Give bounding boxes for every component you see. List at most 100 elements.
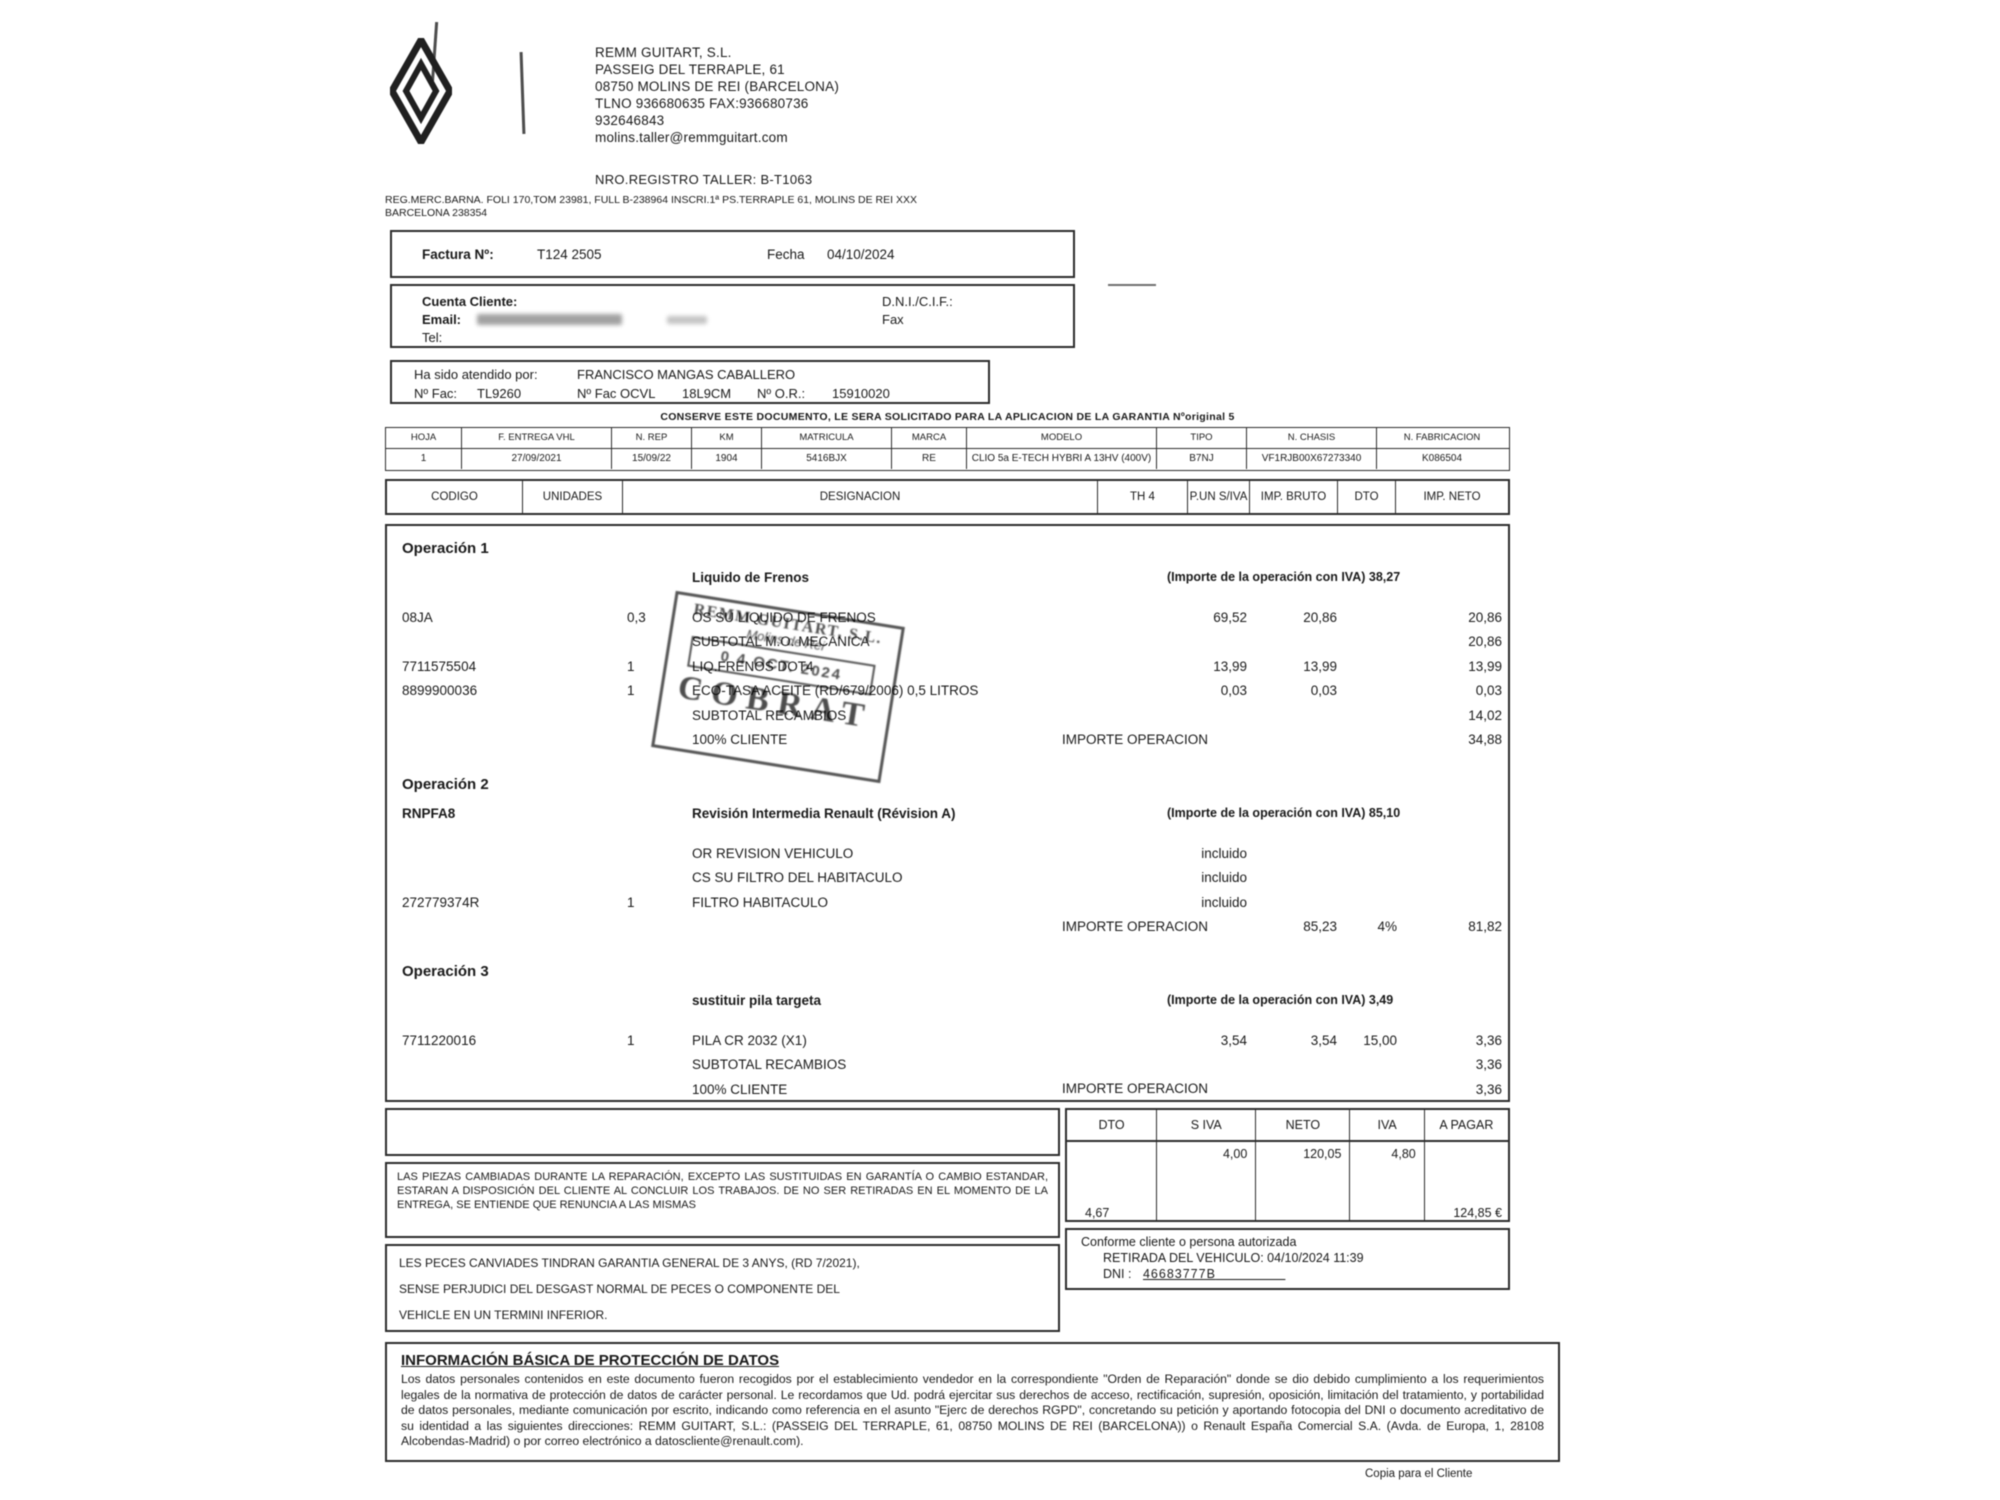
totals-discount-total: 4,67 [1085, 1206, 1110, 1220]
item-designation: OR REVISION VEHICULO [692, 845, 854, 861]
workshop-registry-number: NRO.REGISTRO TALLER: B-T1063 [595, 172, 813, 187]
vehicle-header-cell: N. FABRICACION [1376, 428, 1507, 448]
mercantile-registry-text: REG.MERC.BARNA. FOLI 170,TOM 23981, FULL… [385, 194, 917, 219]
item-units: 1 [627, 658, 635, 674]
items-header-cell: UNIDADES [522, 481, 622, 513]
item-designation: ECO-TASA ACEITE (RD/679/2006) 0,5 LITROS [692, 683, 979, 699]
operation-heading: Operación 3 [402, 963, 489, 980]
item-net-amount: 20,86 [1468, 609, 1502, 625]
vehicle-header-cell: TIPO [1156, 428, 1246, 448]
customer-conformity-box: Conforme cliente o persona autorizada RE… [1065, 1228, 1510, 1290]
totals-header-row: DTO S IVA NETO IVA A PAGAR [1067, 1110, 1508, 1142]
item-unit-price: incluido [1201, 870, 1247, 886]
vehicle-data-cell: K086504 [1376, 449, 1507, 469]
nfac-ocvl-value: 18L9CM [682, 386, 732, 401]
line-item-row: OR REVISION VEHICULO incluido [387, 841, 1508, 866]
vehicle-data-cell: 1904 [691, 449, 761, 469]
item-gross-amount: 20,86 [1303, 609, 1337, 625]
client-account-label: Cuenta Cliente: [422, 294, 518, 309]
company-phone: TLNO 936680635 FAX:936680736 [595, 96, 809, 111]
item-units: 1 [627, 683, 635, 699]
client-fax-label: Fax [882, 312, 904, 327]
signature-line [1216, 1267, 1285, 1281]
totals-header-cell: DTO [1098, 1118, 1125, 1132]
item-net-amount: 34,88 [1468, 732, 1502, 748]
vehicle-data-cell: 27/09/2021 [461, 449, 611, 469]
redacted-client-detail [667, 316, 707, 324]
warranty-line: LES PECES CANVIADES TINDRAN GARANTIA GEN… [399, 1256, 860, 1270]
totals-value-cell: 120,05 [1255, 1142, 1349, 1222]
line-item-row: 100% CLIENTE 3,36 IMPORTE OPERACION [387, 1077, 1508, 1102]
keep-document-notice: CONSERVE ESTE DOCUMENTO, LE SERA SOLICIT… [660, 411, 1235, 423]
attended-by-label: Ha sido atendido por: [414, 367, 538, 382]
item-gross-amount: 13,99 [1303, 658, 1337, 674]
item-units: 1 [627, 894, 635, 910]
empty-notes-box [385, 1108, 1060, 1156]
line-items-header: CODIGO UNIDADES DESIGNACION TH 4 P.UN S/IVA I… [385, 479, 1510, 515]
handwritten-dash-mark [1108, 284, 1156, 286]
vehicle-data-cell: CLIO 5a E-TECH HYBRI A 13HV (400V) [966, 449, 1156, 469]
vehicle-table-header-row: HOJA F. ENTREGA VHL N. REP KM MATRICULA MARCA… [386, 428, 1509, 449]
item-unit-price: 13,99 [1213, 658, 1247, 674]
line-item-row: 272779374R 1 FILTRO HABITACULO incluido [387, 890, 1508, 915]
item-gross-amount: 3,54 [1310, 1032, 1337, 1048]
vehicle-table-data-row: 1 27/09/2021 15/09/22 1904 5416BJX RE CLIO 5a … [386, 449, 1509, 469]
operation-title-row: Liquido de Frenos (Importe de la operació… [387, 570, 1508, 590]
item-designation: 100% CLIENTE [692, 732, 788, 748]
company-phone2: 932646843 [595, 113, 665, 128]
company-name: REMM GUITART, S.L. [595, 45, 732, 60]
invoice-number-box: Factura Nº: T124 2505 Fecha 04/10/2024 [390, 230, 1075, 278]
item-unit-price: incluido [1201, 845, 1247, 861]
operation-title: Revisión Intermedia Renault (Révision A) [692, 806, 956, 821]
invoice-number-label: Factura Nº: [422, 247, 494, 262]
item-code: 8899900036 [402, 683, 478, 699]
scan-artifact-mark [519, 51, 526, 135]
item-designation: SUBTOTAL RECAMBIOS [692, 1057, 847, 1073]
vehicle-data-cell: 1 [420, 453, 427, 464]
totals-value-cell [1423, 1142, 1508, 1222]
vehicle-data-cell: RE [891, 449, 966, 469]
operation-title: Liquido de Frenos [692, 570, 809, 585]
vehicle-pickup-line: RETIRADA DEL VEHICULO: 04/10/2024 11:39 [1103, 1251, 1364, 1265]
item-code: 08JA [402, 609, 433, 625]
totals-value-cell: 4,80 [1349, 1142, 1423, 1222]
vehicle-header-cell: HOJA [410, 432, 437, 443]
data-protection-box: INFORMACIÓN BÁSICA DE PROTECCIÓN DE DATO… [385, 1342, 1560, 1462]
item-gross-amount: 0,03 [1310, 683, 1337, 699]
operation-rows: 08JA 0,3 OS SU LIQUIDO DE FRENOS 69,52 20,86… [387, 605, 1508, 752]
item-designation: 100% CLIENTE [692, 1081, 788, 1097]
item-net-amount: 3,36 [1475, 1081, 1502, 1097]
operation-title-row: RNPFA8 Revisión Intermedia Renault (Révis… [387, 806, 1508, 826]
line-item-row: SUBTOTAL RECAMBIOS 14,02 [387, 703, 1508, 728]
item-net-amount: 14,02 [1468, 707, 1502, 723]
items-header-cell: DTO [1337, 481, 1395, 513]
operation-title: sustituir pila targeta [692, 993, 822, 1008]
copy-for-client-label: Copia para el Cliente [1365, 1468, 1473, 1480]
company-address-block: REMM GUITART, S.L. PASSEIG DEL TERRAPLE,… [595, 44, 839, 146]
totals-header-cell: A PAGAR [1423, 1110, 1508, 1140]
item-unit-price: 69,52 [1213, 609, 1247, 625]
item-unit-price: 3,54 [1220, 1032, 1247, 1048]
importe-operacion-label: IMPORTE OPERACION [1062, 1081, 1209, 1096]
item-units: 0,3 [627, 609, 646, 625]
vehicle-header-cell: F. ENTREGA VHL [461, 428, 611, 448]
item-code: 272779374R [402, 894, 480, 910]
totals-header-cell: NETO [1255, 1110, 1349, 1140]
line-item-row: 85,23 4% 81,82 IMPORTE OPERACION [387, 915, 1508, 940]
nfac-value: TL9260 [477, 386, 522, 401]
item-designation: LIQ.FRENOS DOT4 [692, 658, 814, 674]
warranty-line: SENSE PERJUDICI DEL DESGAST NORMAL DE PE… [399, 1282, 840, 1296]
totals-header-cell: IVA [1349, 1110, 1423, 1140]
items-header-cell: IMP. NETO [1395, 481, 1508, 513]
item-unit-price: 0,03 [1220, 683, 1247, 699]
client-dni-label: D.N.I./C.I.F.: [882, 294, 953, 309]
item-code: 7711575504 [402, 658, 477, 674]
vehicle-data-cell: VF1RJB00X67273340 [1246, 449, 1376, 469]
items-header-cell: P.UN S/IVA [1187, 481, 1249, 513]
operation-amount-with-vat: (Importe de la operación con IVA) 3,49 [1167, 993, 1394, 1007]
renault-logo-icon [390, 38, 452, 144]
nor-label: Nº O.R.: [757, 386, 806, 401]
line-item-row: 100% CLIENTE 34,88 IMPORTE OPERACION [387, 728, 1508, 753]
vehicle-table: HOJA F. ENTREGA VHL N. REP KM MATRICULA MARCA… [385, 427, 1510, 471]
nfac-ocvl-label: Nº Fac OCVL [577, 386, 656, 401]
